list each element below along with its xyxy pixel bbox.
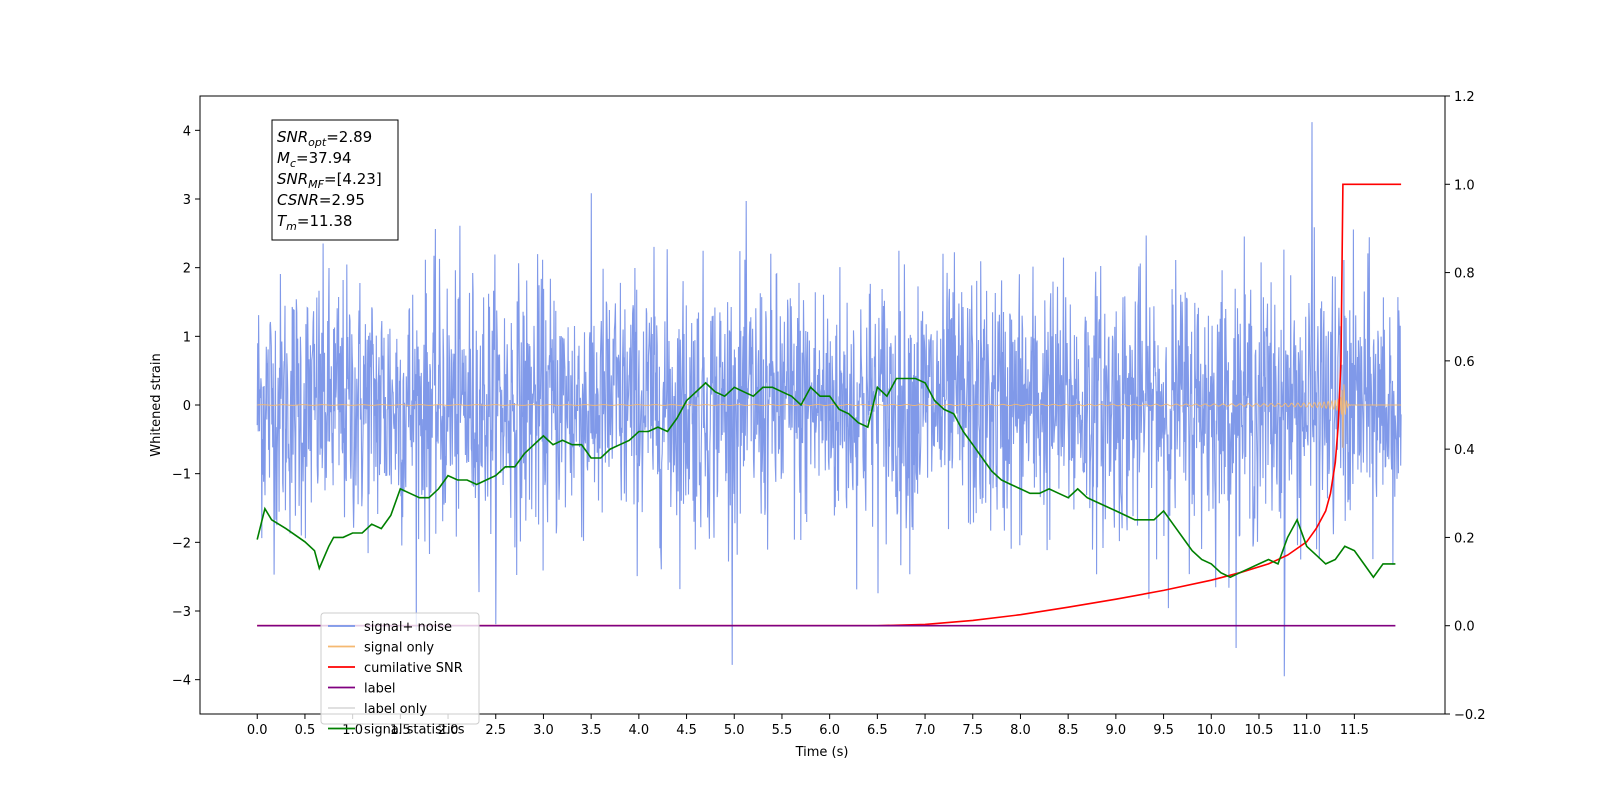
info-box: SNRopt=2.89Mc=37.94SNRMF=[4.23]CSNR=2.95… — [271, 119, 399, 241]
y-tick-label: 3 — [183, 193, 191, 208]
series-signal-only — [257, 384, 1402, 448]
x-tick-label: 5.0 — [724, 723, 745, 738]
y-tick-label: −3 — [172, 605, 191, 620]
x-tick-label: 0.0 — [247, 723, 268, 738]
legend-entry: signal+ noise — [364, 620, 452, 635]
series-signal-statistics — [256, 377, 1396, 579]
y-tick-label: −4 — [172, 674, 191, 689]
x-axis-label: Time (s) — [795, 745, 849, 760]
x-tick-label: 5.5 — [772, 723, 793, 738]
y-axis-label: Whitened strain — [149, 353, 164, 456]
legend: signal+ noise signal only cumilative SNR la… — [320, 612, 480, 738]
x-tick-label: 7.0 — [915, 723, 936, 738]
y2-tick-label: 1.2 — [1454, 90, 1475, 105]
y2-tick-label: 0.8 — [1454, 267, 1475, 282]
x-tick-label: 2.5 — [485, 723, 506, 738]
x-tick-label: 11.5 — [1340, 723, 1369, 738]
info-box-line: Tm=11.38 — [277, 212, 352, 233]
legend-entry: signal statistics — [364, 723, 465, 738]
y2-tick-label: 0.6 — [1454, 355, 1475, 370]
x-tick-label: 3.5 — [581, 723, 602, 738]
y2-tick-label: −0.2 — [1454, 708, 1486, 723]
axes-layer: 0.0 0.5 1.0 1.5 2.0 2.5 3.0 3.5 4.0 4.5 5.0 5.5 6.0 6… — [172, 90, 1486, 738]
y-tick-label: 0 — [183, 399, 191, 414]
legend-frame — [320, 612, 480, 725]
series-cumilative-snr — [257, 183, 1402, 627]
y2-tick-label: 0.0 — [1454, 620, 1475, 635]
y2-tick-label: 1.0 — [1454, 178, 1475, 193]
y-tick-label: 4 — [183, 124, 191, 139]
x-tick-label: 10.0 — [1197, 723, 1226, 738]
x-tick-label: 11.0 — [1292, 723, 1321, 738]
legend-entry: cumilative SNR — [364, 661, 463, 676]
x-tick-label: 6.0 — [819, 723, 840, 738]
series-signal-noise — [256, 122, 1402, 677]
x-tick-label: 1.0 — [342, 723, 363, 738]
info-box-line: SNRMF=[4.23] — [277, 170, 382, 191]
y-tick-label: 1 — [183, 330, 191, 345]
info-box-line: Mc=37.94 — [277, 149, 352, 170]
x-tick-label: 6.5 — [867, 723, 888, 738]
info-box-frame — [271, 119, 399, 241]
x-tick-label: 7.5 — [962, 723, 983, 738]
x-tick-label: 4.0 — [629, 723, 650, 738]
y-tick-label: 2 — [183, 262, 191, 277]
x-tick-label: 9.5 — [1153, 723, 1174, 738]
info-box-line: SNRopt=2.89 — [277, 128, 372, 149]
legend-entry: signal only — [364, 641, 434, 656]
y2-tick-label: 0.4 — [1454, 443, 1475, 458]
x-tick-label: 2.0 — [438, 723, 459, 738]
x-tick-label: 3.0 — [533, 723, 554, 738]
x-tick-label: 8.5 — [1058, 723, 1079, 738]
x-tick-label: 4.5 — [676, 723, 697, 738]
x-tick-label: 10.5 — [1244, 723, 1273, 738]
info-box-line: CSNR=2.95 — [277, 191, 365, 209]
x-tick-label: 9.0 — [1106, 723, 1127, 738]
x-tick-label: 8.0 — [1010, 723, 1031, 738]
legend-entry: label — [364, 682, 395, 697]
x-tick-label: 0.5 — [295, 723, 316, 738]
y-tick-label: −2 — [172, 536, 191, 551]
y2-tick-label: 0.2 — [1454, 531, 1475, 546]
legend-entry: label only — [364, 702, 427, 717]
y-tick-label: −1 — [172, 468, 191, 483]
x-tick-label: 1.5 — [390, 723, 411, 738]
